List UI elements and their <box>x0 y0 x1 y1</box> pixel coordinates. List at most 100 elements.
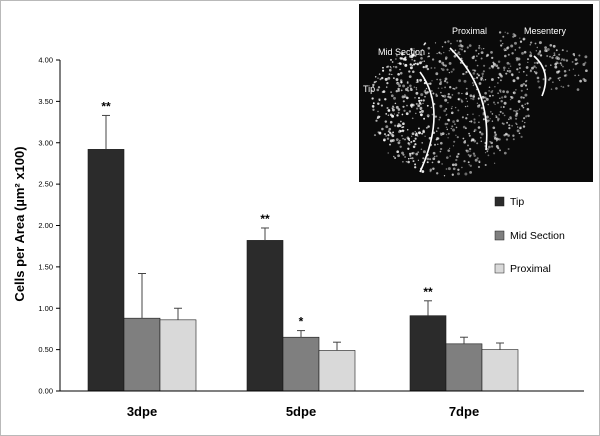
inset-cell-dot <box>406 81 409 84</box>
inset-cell-dot <box>443 109 447 113</box>
inset-cell-dot <box>444 64 447 67</box>
inset-cell-dot <box>533 61 536 64</box>
inset-cell-dot <box>389 113 393 117</box>
inset-cell-dot <box>390 94 394 98</box>
inset-cell-dot <box>458 44 461 47</box>
inset-cell-dot <box>473 69 476 72</box>
inset-cell-dot <box>515 110 518 113</box>
inset-cell-dot <box>384 120 388 123</box>
inset-cell-dot <box>464 73 466 75</box>
inset-cell-dot <box>504 54 507 58</box>
inset-cell-dot <box>454 106 457 109</box>
inset-cell-dot <box>529 54 533 58</box>
inset-cell-dot <box>549 43 553 47</box>
inset-cell-dot <box>408 75 412 78</box>
inset-cell-dot <box>504 95 507 98</box>
inset-cell-dot <box>497 82 499 84</box>
inset-cell-dot <box>446 128 449 131</box>
inset-cell-dot <box>468 134 471 137</box>
inset-cell-dot <box>390 91 392 93</box>
inset-cell-dot <box>431 161 434 164</box>
inset-cell-dot <box>513 34 517 37</box>
inset-cell-dot <box>434 143 436 146</box>
inset-cell-dot <box>523 117 526 120</box>
inset-cell-dot <box>499 149 501 152</box>
inset-cell-dot <box>377 102 380 106</box>
inset-cell-dot <box>397 141 401 145</box>
inset-cell-dot <box>500 75 503 78</box>
inset-cell-dot <box>513 109 516 112</box>
inset-cell-dot <box>522 70 525 73</box>
inset-cell-dot <box>448 147 451 150</box>
inset-cell-dot <box>430 67 433 69</box>
inset-cell-dot <box>420 93 424 97</box>
inset-cell-dot <box>370 89 374 92</box>
inset-cell-dot <box>414 131 416 133</box>
inset-cell-dot <box>507 148 510 150</box>
inset-cell-dot <box>480 106 484 110</box>
inset-cell-dot <box>561 58 564 61</box>
inset-cell-dot <box>413 86 415 88</box>
inset-cell-dot <box>533 65 536 68</box>
inset-cell-dot <box>582 77 586 81</box>
y-tick-label: 3.50 <box>38 97 53 106</box>
inset-cell-dot <box>447 149 450 152</box>
inset-cell-dot <box>557 77 560 80</box>
inset-cell-dot <box>500 99 503 103</box>
inset-cell-dot <box>411 135 413 137</box>
inset-cell-dot <box>492 62 496 66</box>
inset-cell-dot <box>418 99 421 102</box>
inset-cell-dot <box>497 66 500 70</box>
inset-cell-dot <box>448 61 452 65</box>
inset-cell-dot <box>529 69 533 73</box>
inset-cell-dot <box>451 111 454 115</box>
inset-cell-dot <box>416 80 419 83</box>
inset-cell-dot <box>530 52 532 54</box>
inset-cell-dot <box>474 158 478 162</box>
inset-cell-dot <box>441 46 444 48</box>
inset-cell-dot <box>414 62 417 65</box>
inset-cell-dot <box>435 94 439 97</box>
inset-cell-dot <box>372 105 375 108</box>
inset-cell-dot <box>483 64 486 67</box>
inset-cell-dot <box>399 145 402 148</box>
inset-cell-dot <box>426 157 430 161</box>
inset-cell-dot <box>497 60 501 63</box>
inset-cell-dot <box>477 53 480 55</box>
inset-cell-dot <box>463 160 466 163</box>
inset-cell-dots <box>370 31 588 177</box>
inset-cell-dot <box>429 82 432 85</box>
bars: ******* <box>87 99 519 392</box>
inset-cell-dot <box>390 67 392 69</box>
inset-cell-dot <box>482 113 485 116</box>
inset-cell-dot <box>476 64 479 67</box>
inset-cell-dot <box>512 138 515 141</box>
inset-cell-dot <box>461 92 463 95</box>
inset-cell-dot <box>473 130 476 133</box>
inset-cell-dot <box>417 151 420 154</box>
inset-cell-dot <box>497 147 500 150</box>
inset-cell-dot <box>437 143 439 145</box>
inset-cell-dot <box>512 134 515 137</box>
inset-cell-dot <box>519 40 523 43</box>
inset-cell-dot <box>526 88 529 90</box>
inset-cell-dot <box>386 106 389 110</box>
inset-cell-dot <box>438 60 442 63</box>
inset-cell-dot <box>476 142 479 145</box>
inset-cell-dot <box>492 126 496 130</box>
inset-cell-dot <box>397 111 400 114</box>
inset-cell-dot <box>465 97 468 100</box>
inset-cell-dot <box>441 61 445 65</box>
inset-cell-dot <box>427 125 430 128</box>
inset-label-tip: Tip <box>363 84 375 94</box>
inset-cell-dot <box>507 134 510 137</box>
inset-cell-dot <box>478 46 481 50</box>
inset-cell-dot <box>435 72 439 76</box>
inset-cell-dot <box>436 52 438 55</box>
inset-cell-dot <box>574 58 578 61</box>
inset-cell-dot <box>559 76 561 79</box>
inset-cell-dot <box>412 139 415 143</box>
inset-cell-dot <box>393 155 395 158</box>
inset-cell-dot <box>445 168 448 170</box>
inset-cell-dot <box>414 96 416 99</box>
